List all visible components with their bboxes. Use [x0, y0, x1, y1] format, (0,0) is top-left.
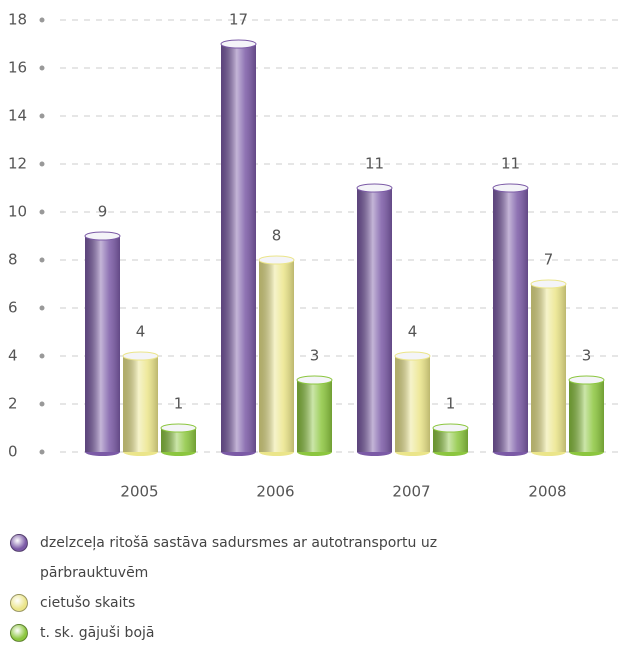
legend-label: t. sk. gājuši bojā — [40, 625, 155, 641]
data-label: 3 — [310, 347, 320, 365]
bar-top — [84, 231, 121, 241]
data-label: 11 — [501, 155, 520, 173]
data-label: 4 — [408, 323, 418, 341]
bar-shine — [531, 284, 566, 452]
tick-mark — [39, 353, 45, 359]
bar-shine — [221, 44, 256, 452]
tick-mark — [39, 449, 45, 455]
data-label: 1 — [174, 395, 184, 413]
data-label: 9 — [98, 203, 108, 221]
data-label: 17 — [229, 11, 248, 29]
bar-top — [160, 423, 197, 433]
y-tick-label: 6 — [8, 299, 18, 317]
tick-mark — [39, 209, 45, 215]
tick-mark — [39, 65, 45, 71]
y-tick-label: 4 — [8, 347, 18, 365]
bar-top — [530, 279, 567, 289]
data-label: 3 — [582, 347, 592, 365]
legend-label: dzelzceļa ritošā sastāva sadursmes ar au… — [40, 535, 438, 581]
y-tick-label: 18 — [8, 11, 27, 29]
bar-shine — [357, 188, 392, 452]
data-label: 7 — [544, 251, 554, 269]
tick-mark — [39, 305, 45, 311]
x-tick-label: 2006 — [256, 483, 294, 501]
bar-top — [220, 39, 257, 49]
x-tick-label: 2005 — [120, 483, 158, 501]
bar-top — [432, 423, 469, 433]
data-label: 11 — [365, 155, 384, 173]
y-tick-label: 12 — [8, 155, 27, 173]
bar-top — [492, 183, 529, 193]
y-tick-label: 16 — [8, 59, 27, 77]
y-tick-label: 2 — [8, 395, 18, 413]
tick-mark — [39, 113, 45, 119]
bar-top — [296, 375, 333, 385]
legend-label: cietušo skaits — [40, 595, 136, 611]
bar-shine — [569, 380, 604, 452]
x-tick-label: 2008 — [528, 483, 566, 501]
y-tick-label: 0 — [8, 443, 18, 461]
tick-mark — [39, 17, 45, 23]
bar-shine — [297, 380, 332, 452]
bar-shine — [123, 356, 158, 452]
data-label: 4 — [136, 323, 146, 341]
bar-top — [258, 255, 295, 265]
legend-swatch — [10, 594, 28, 612]
bar-shine — [493, 188, 528, 452]
chart: 0 2 4 6 8 10 12 14 16 18 2005 9 4 1 2006 17 8 3 2007 11 4 1 20… — [8, 11, 619, 501]
legend-item: t. sk. gājuši bojā — [8, 618, 478, 648]
bar-top — [394, 351, 431, 361]
tick-mark — [39, 161, 45, 167]
legend-item: cietušo skaits — [8, 588, 478, 618]
x-tick-label: 2007 — [392, 483, 430, 501]
y-tick-label: 10 — [8, 203, 27, 221]
y-tick-label: 8 — [8, 251, 18, 269]
data-label: 1 — [446, 395, 456, 413]
bar-shine — [395, 356, 430, 452]
bar-top — [568, 375, 605, 385]
legend-swatch — [10, 624, 28, 642]
bar-top — [356, 183, 393, 193]
legend-swatch — [10, 534, 28, 552]
bar-shine — [259, 260, 294, 452]
data-label: 8 — [272, 227, 282, 245]
tick-mark — [39, 257, 45, 263]
bar-shine — [85, 236, 120, 452]
tick-mark — [39, 401, 45, 407]
bar-top — [122, 351, 159, 361]
y-tick-label: 14 — [8, 107, 27, 125]
legend-item: dzelzceļa ritošā sastāva sadursmes ar au… — [8, 528, 478, 588]
legend: dzelzceļa ritošā sastāva sadursmes ar au… — [8, 528, 478, 648]
